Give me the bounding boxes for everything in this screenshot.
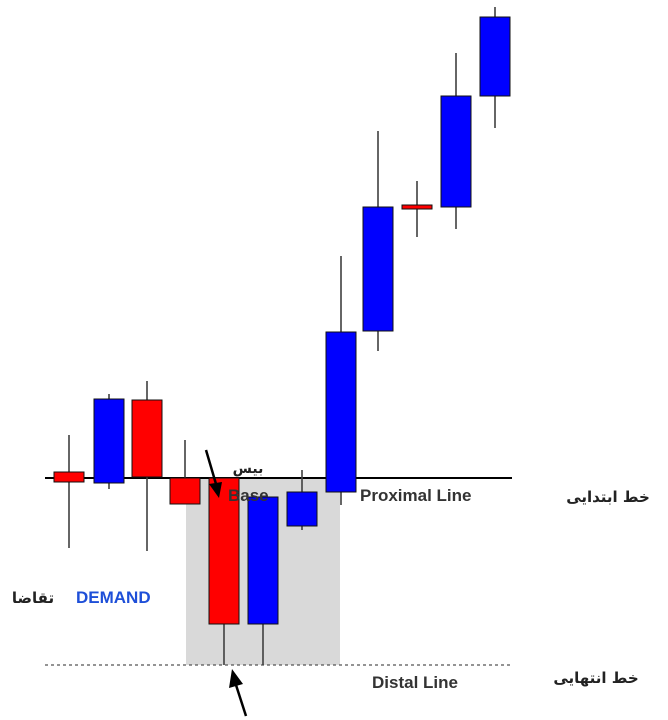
candle-body (479, 16, 511, 97)
candle-body (131, 399, 163, 478)
candle-body (247, 496, 279, 625)
demand-label-fa: تقاضا (12, 589, 54, 607)
candle-6 (247, 496, 279, 665)
candle-4 (169, 440, 201, 505)
demand-label-en: DEMAND (76, 588, 151, 607)
candle-5 (208, 477, 240, 665)
distal-arrow (229, 669, 248, 717)
candle-12 (479, 7, 511, 128)
candle-body (401, 204, 433, 210)
candle-10 (401, 181, 433, 237)
candle-body (53, 471, 85, 483)
proximal-label-fa: خط ابتدایی (566, 488, 650, 506)
candle-3 (131, 381, 163, 551)
base-label-en: Base (228, 486, 269, 505)
candle-body (362, 206, 394, 332)
candlesticks (53, 7, 511, 665)
distal-label-fa: خط انتهایی (553, 669, 638, 687)
candle-body (169, 477, 201, 505)
candle-body (208, 477, 240, 625)
candle-7 (286, 470, 318, 530)
candle-11 (440, 53, 472, 229)
base-arrow (204, 449, 222, 498)
candle-body (93, 398, 125, 484)
distal-label-en: Distal Line (372, 673, 458, 692)
candle-2 (93, 394, 125, 489)
proximal-label-en: Proximal Line (360, 486, 471, 505)
candle-1 (53, 435, 85, 548)
candle-body (440, 95, 472, 208)
candle-body (286, 491, 318, 527)
candle-9 (362, 131, 394, 351)
base-label-fa: بیس (233, 461, 264, 477)
candle-body (325, 331, 357, 493)
candle-8 (325, 256, 357, 505)
